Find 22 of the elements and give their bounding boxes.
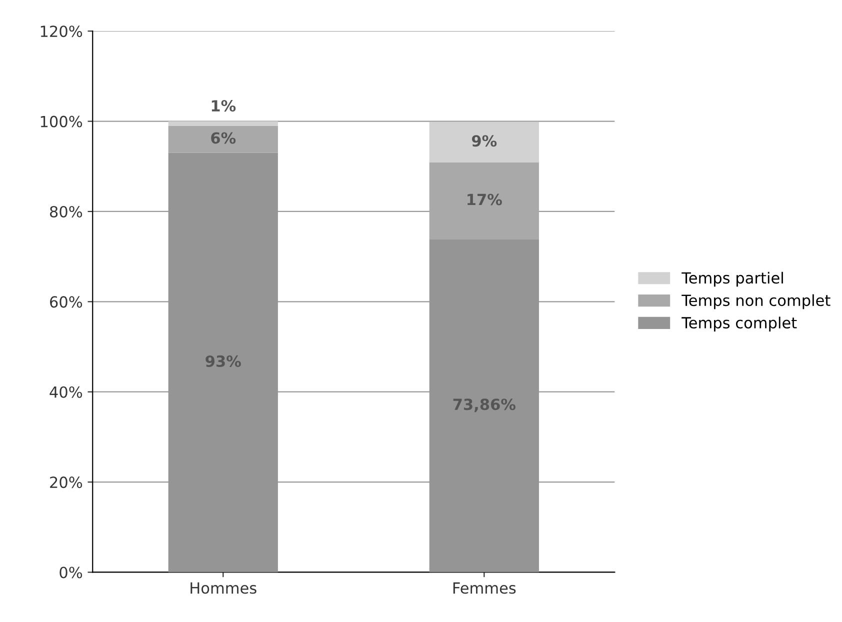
y-tick-label: 100% [40,116,82,128]
bar [168,126,278,153]
data-label: 17% [468,194,502,206]
data-label: 73,86% [453,398,516,412]
x-tick-label: Hommes [190,582,256,594]
x-tick-label: Femmes [453,582,516,594]
legend-label: Temps partiel [682,272,783,287]
data-label: 1% [212,100,236,112]
y-tick-label: 40% [50,386,82,398]
data-label: 93% [206,355,241,367]
legend-label: Temps complet [682,316,797,332]
y-tick-label: 0% [60,566,82,578]
bar [429,122,539,163]
y-tick-label: 80% [50,206,82,218]
bar [168,121,278,126]
legend-label: Temps non complet [682,294,830,310]
data-label: 6% [211,132,236,144]
y-tick-label: 60% [50,296,82,308]
data-label: 9% [472,135,497,147]
y-tick-label: 20% [50,476,82,488]
bar [429,162,539,240]
y-tick-label: 120% [40,26,82,38]
